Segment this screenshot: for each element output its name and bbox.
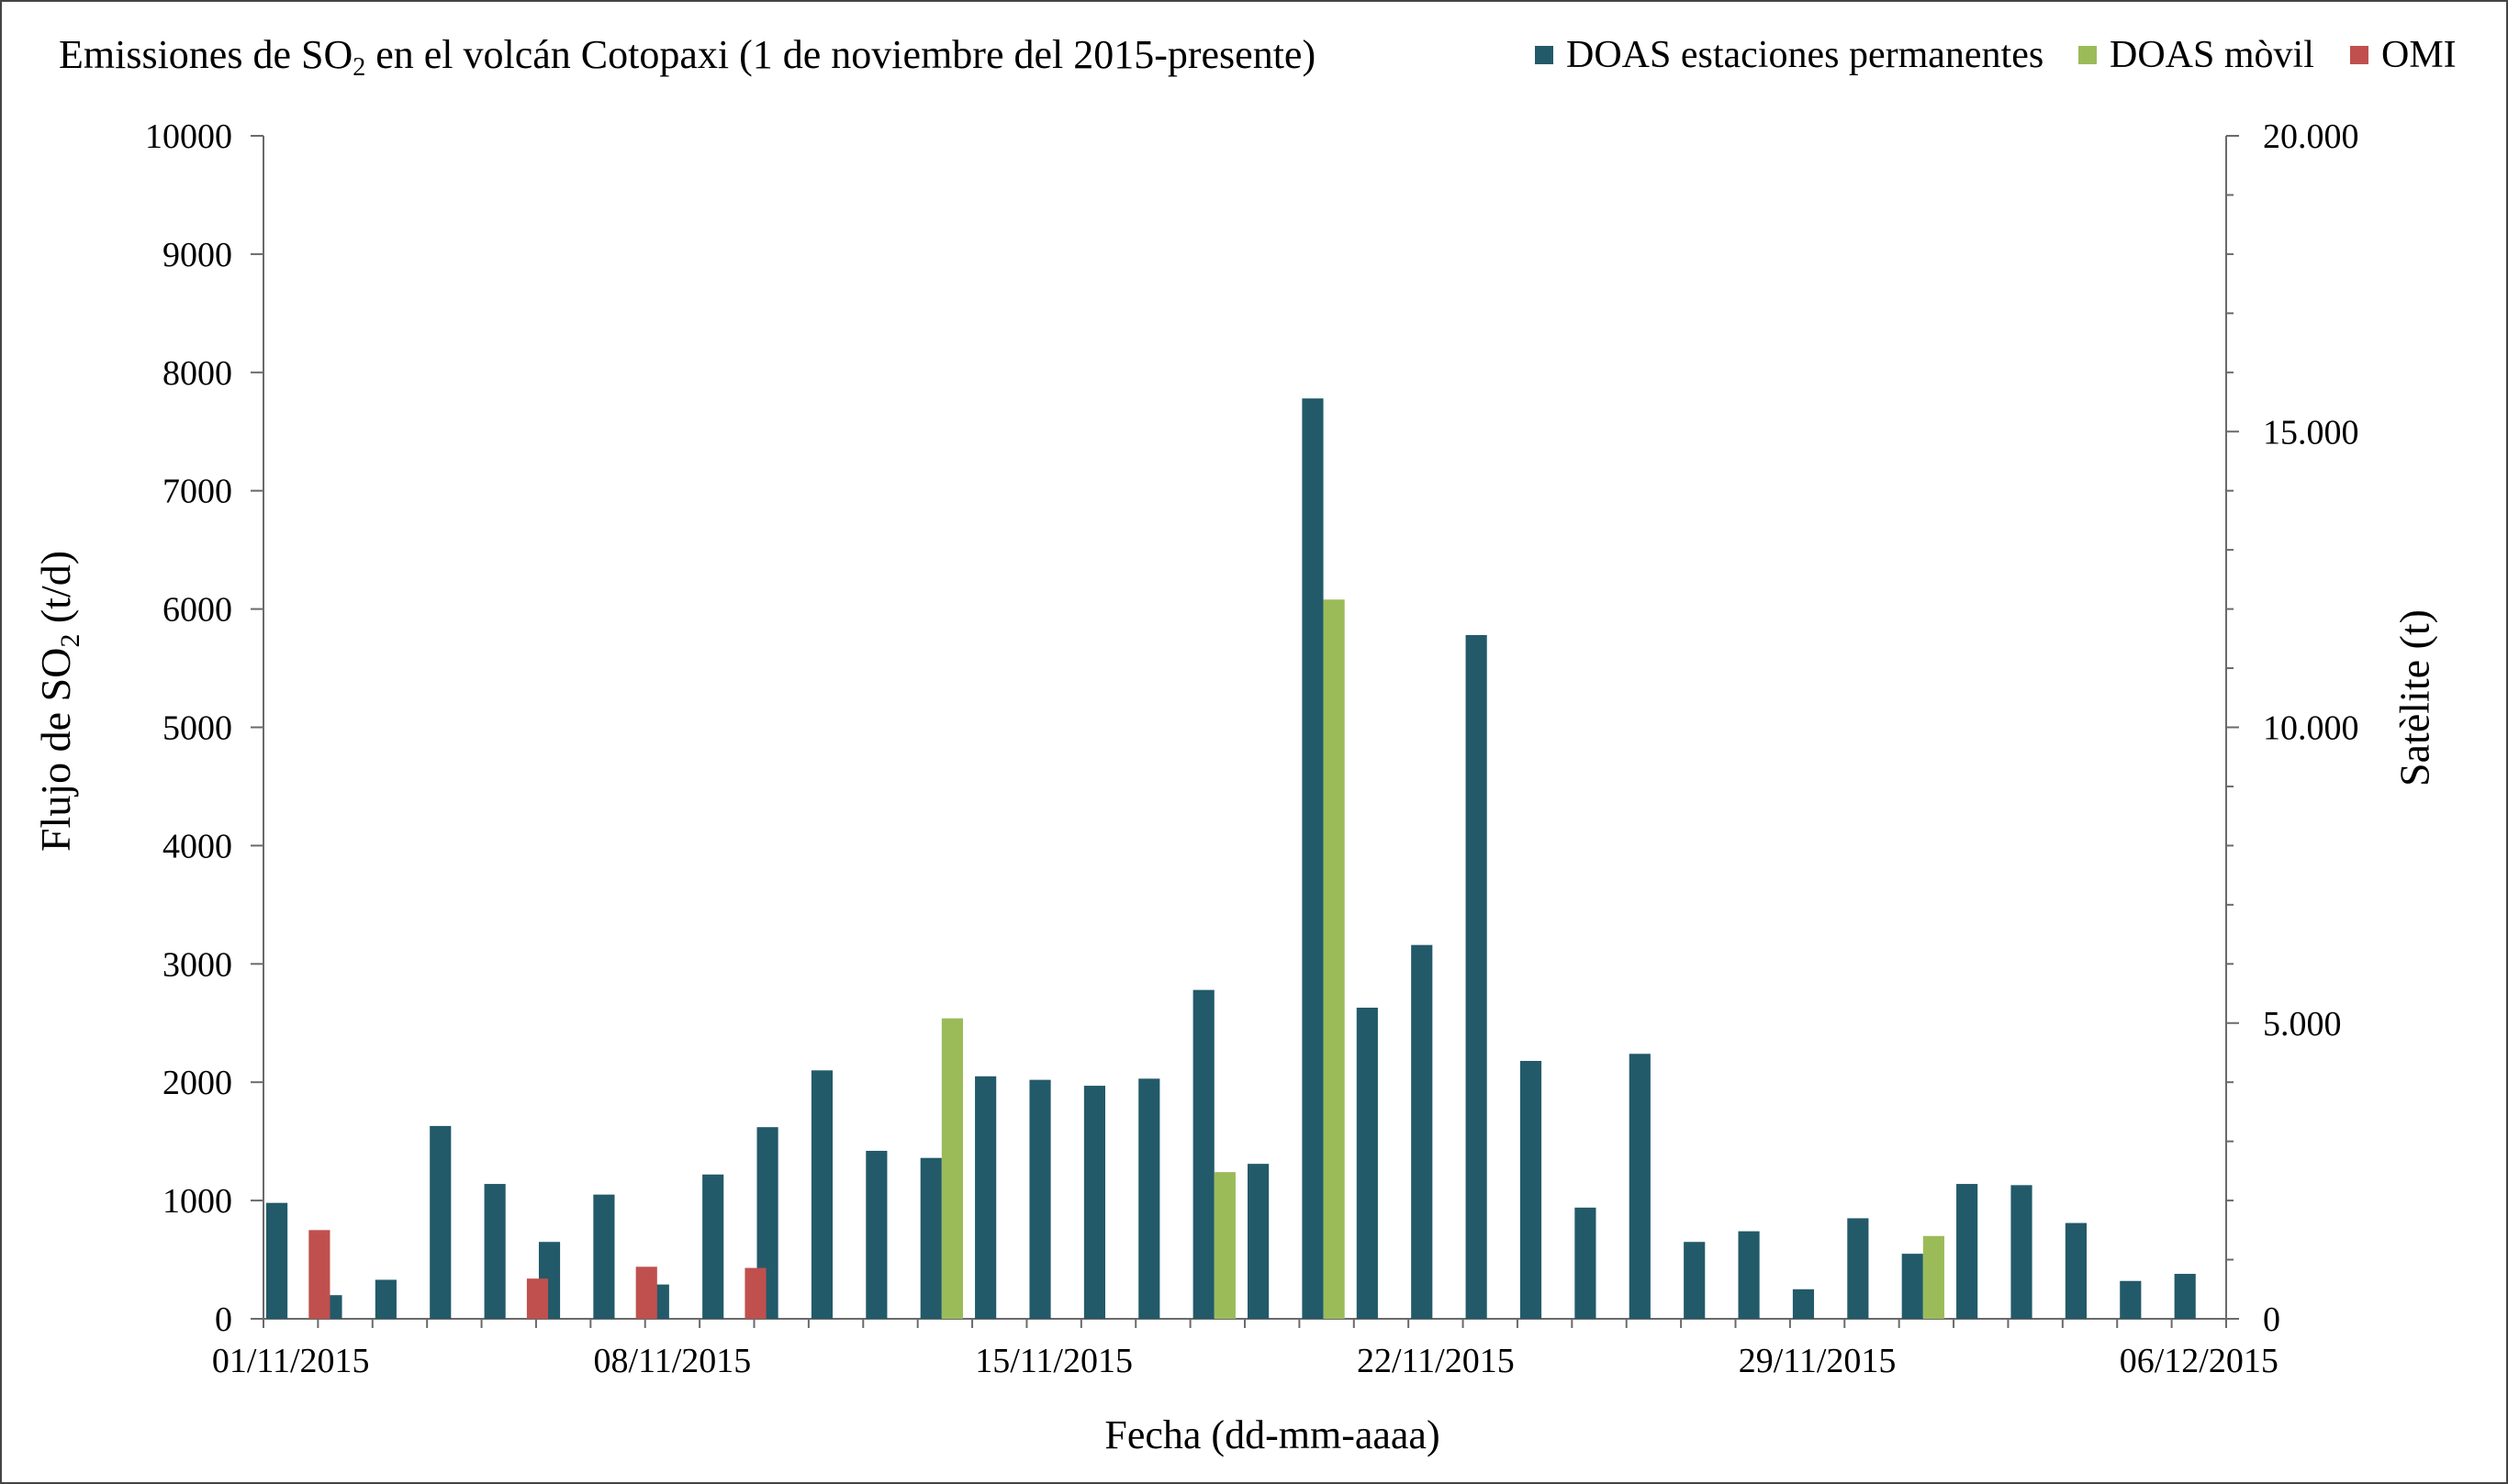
bar-doas-permanent [1792, 1289, 1815, 1319]
x-tick-label: 15/11/2015 [975, 1342, 1133, 1380]
bar-doas-mobile [1922, 1235, 1944, 1319]
bar-omi [526, 1278, 549, 1319]
bar-doas-permanent [2120, 1280, 2142, 1319]
legend-swatch-doas-permanent [1535, 46, 1553, 64]
bar-doas-permanent [811, 1070, 834, 1319]
bars-layer [266, 398, 2196, 1320]
bar-doas-permanent [702, 1174, 724, 1319]
legend-item-omi: OMI [2350, 33, 2457, 77]
bar-doas-mobile [1323, 599, 1345, 1319]
bar-doas-permanent [266, 1202, 288, 1319]
bar-doas-permanent [430, 1125, 452, 1319]
x-tick-label: 22/11/2015 [1357, 1342, 1515, 1380]
y-left-tick-label: 5000 [162, 709, 232, 748]
bar-doas-permanent [1956, 1184, 1978, 1319]
legend-label-omi: OMI [2381, 34, 2457, 76]
bar-doas-permanent [1192, 989, 1215, 1319]
x-tick-label: 06/12/2015 [2120, 1342, 2278, 1380]
legend-swatch-doas-mobile [2078, 46, 2097, 64]
bar-doas-permanent [2174, 1274, 2196, 1319]
bar-doas-permanent [593, 1194, 615, 1319]
axes-layer [251, 135, 2239, 1328]
y-left-tick-label: 0 [215, 1300, 232, 1339]
y-right-tick-label: 20.000 [2263, 117, 2359, 156]
bar-omi [745, 1267, 767, 1319]
bar-doas-permanent [1847, 1218, 1869, 1319]
bar-doas-permanent [2065, 1222, 2087, 1319]
bar-doas-permanent [1248, 1164, 1270, 1319]
bar-doas-permanent [1738, 1231, 1760, 1319]
bar-doas-permanent [975, 1076, 997, 1319]
bar-doas-permanent [1411, 944, 1433, 1319]
bar-doas-mobile [941, 1018, 963, 1319]
y-right-tick-label: 15.000 [2263, 413, 2359, 452]
legend-label-doas-permanent: DOAS estaciones permanentes [1566, 34, 2044, 76]
bar-doas-permanent [1901, 1254, 1923, 1319]
legend-item-doas-mobile: DOAS mòvil [2078, 33, 2314, 77]
bar-doas-permanent [1519, 1060, 1542, 1319]
bar-doas-permanent [1083, 1086, 1105, 1319]
bar-omi [308, 1230, 330, 1319]
bar-doas-permanent [1465, 634, 1487, 1319]
y-left-tick-label: 10000 [145, 117, 232, 156]
y-left-tick-label: 1000 [162, 1182, 232, 1221]
x-axis-label: Fecha (dd-mm-aaaa) [1104, 1412, 1439, 1457]
y-left-tick-label: 8000 [162, 354, 232, 393]
bar-doas-permanent [375, 1279, 397, 1319]
bar-doas-permanent [920, 1157, 942, 1319]
y-left-tick-label: 2000 [162, 1064, 232, 1102]
y-right-tick-label: 10.000 [2263, 709, 2359, 748]
bar-doas-permanent [2010, 1185, 2032, 1319]
chart-title: Emissiones de SO2 en el volcán Cotopaxi … [59, 32, 1316, 82]
y-right-tick-label: 5.000 [2263, 1005, 2342, 1043]
bar-doas-permanent [1574, 1207, 1596, 1319]
x-tick-label: 29/11/2015 [1739, 1342, 1897, 1380]
x-tick-label: 01/11/2015 [212, 1342, 370, 1380]
legend-item-doas-permanent: DOAS estaciones permanentes [1535, 33, 2043, 77]
labels-layer: 0 1000 2000 3000 4000 5000 6000 7000 8000 9000 100… [145, 117, 2359, 1457]
bar-doas-permanent [1684, 1242, 1706, 1319]
bar-doas-permanent [1138, 1078, 1160, 1319]
bar-doas-permanent [1356, 1007, 1378, 1319]
bar-doas-permanent [1029, 1079, 1051, 1319]
y-left-tick-label: 6000 [162, 591, 232, 630]
bar-doas-permanent [1629, 1054, 1651, 1319]
y-left-tick-label: 3000 [162, 945, 232, 984]
y-left-tick-label: 7000 [162, 473, 232, 511]
bar-doas-permanent [1302, 398, 1324, 1320]
legend-swatch-omi [2350, 46, 2368, 64]
y-right-tick-label: 0 [2263, 1300, 2280, 1339]
bar-omi [635, 1266, 657, 1319]
y-left-tick-label: 4000 [162, 827, 232, 865]
legend-label-doas-mobile: DOAS mòvil [2110, 34, 2314, 76]
x-tick-label: 08/11/2015 [594, 1342, 752, 1380]
bar-doas-mobile [1214, 1172, 1236, 1319]
bar-doas-permanent [484, 1184, 506, 1319]
bar-doas-permanent [866, 1150, 888, 1319]
y-left-tick-label: 9000 [162, 236, 232, 274]
